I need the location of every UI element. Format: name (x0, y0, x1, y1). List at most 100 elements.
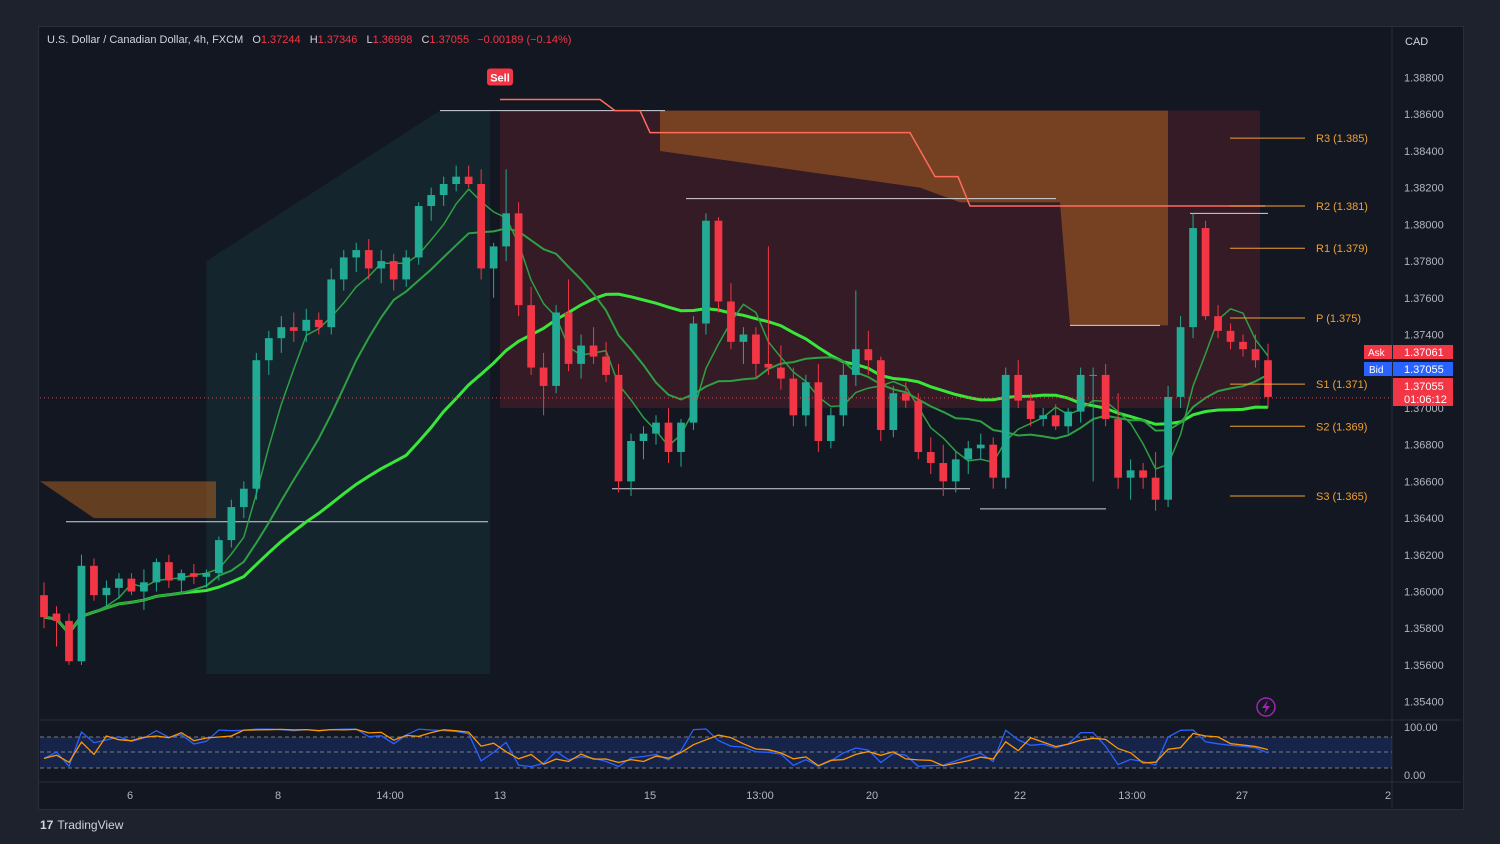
candle-down (1026, 400, 1035, 419)
y-tick-label: 1.36600 (1404, 476, 1444, 488)
candle-up (227, 507, 236, 541)
candle-down (864, 349, 873, 361)
candle-down (389, 261, 398, 280)
candle-up (202, 573, 211, 577)
candle-down (514, 213, 523, 306)
candle-down (1214, 316, 1222, 331)
candle-up (1076, 374, 1085, 412)
candle-down (926, 452, 935, 464)
x-tick-label: 13:00 (1118, 790, 1146, 802)
candle-down (1264, 360, 1272, 397)
candle-down (664, 422, 673, 452)
y-tick-label: 1.36000 (1404, 587, 1444, 599)
candle-up (677, 422, 685, 452)
tradingview-logo[interactable]: 17 TradingView (40, 818, 123, 832)
candle-up (439, 184, 448, 196)
candle-down (914, 400, 923, 452)
candle-up (976, 444, 985, 449)
candle-down (1201, 228, 1210, 317)
orange-band (660, 110, 1168, 326)
candle-up (889, 393, 898, 430)
candle-up (951, 459, 960, 482)
candle-up (489, 246, 498, 269)
orange-band-left (40, 481, 216, 519)
x-tick-label: 15 (644, 790, 656, 802)
candle-down (1114, 418, 1122, 478)
y-tick-label: 1.36800 (1404, 440, 1444, 452)
moving-average-mid-line (43, 227, 1269, 635)
tradingview-brand: TradingView (57, 818, 124, 832)
candle-up (627, 440, 635, 482)
candle-down (901, 393, 910, 401)
candle-down (589, 345, 598, 357)
candle-down (989, 444, 998, 478)
x-tick-label: 6 (127, 790, 133, 802)
candle-up (177, 573, 186, 581)
tradingview-mark-icon: 17 (40, 818, 54, 832)
candle-down (764, 363, 773, 368)
candle-up (1189, 228, 1197, 328)
candle-up (402, 257, 411, 280)
open-value: 1.37244 (260, 34, 301, 46)
ask-tag-label-bg (1364, 345, 1392, 359)
bid-tag-label-bg (1364, 362, 1392, 376)
candle-up (252, 360, 261, 489)
candle-down (602, 356, 610, 375)
ask-tag-bg (1393, 345, 1453, 359)
candle-up (77, 565, 86, 662)
ask-tag-label: Ask (1368, 348, 1386, 359)
support-zone (206, 110, 490, 675)
y-tick-label: 1.38000 (1404, 219, 1444, 231)
candle-up (115, 578, 123, 588)
candle-up (414, 206, 423, 258)
candle-up (152, 562, 161, 583)
close-value: 1.37055 (429, 34, 470, 46)
y-tick-label: 1.36200 (1404, 550, 1444, 562)
candle-up (652, 422, 660, 434)
symbol-title[interactable]: U.S. Dollar / Canadian Dollar, 4h, FXCM (47, 34, 244, 46)
y-tick-label: 1.37600 (1404, 293, 1444, 305)
pivot-label: S3 (1.365) (1316, 491, 1367, 503)
candle-up (1001, 374, 1010, 478)
y-tick-label: 1.37800 (1404, 256, 1444, 268)
y-tick-label: 1.38800 (1404, 73, 1444, 85)
resistance-line (500, 98, 1265, 207)
candle-up (802, 382, 810, 416)
open-label: O (252, 34, 261, 46)
ask-price: 1.37061 (1404, 347, 1444, 359)
sell-label: Sell (490, 73, 510, 85)
candle-up (214, 540, 223, 574)
resistance-zone (500, 110, 1260, 408)
candle-down (190, 573, 198, 577)
bid-tag-label: Bid (1369, 365, 1383, 376)
moving-average-slow-line (43, 292, 1269, 636)
candle-down (1139, 470, 1147, 478)
high-value: 1.37346 (317, 34, 358, 46)
candle-down (314, 319, 323, 328)
low-label: L (366, 34, 373, 46)
y-tick-label: 1.35600 (1404, 660, 1444, 672)
y-tick-label: 1.38400 (1404, 146, 1444, 158)
lightning-icon-bolt (1262, 700, 1270, 714)
candle-down (727, 301, 735, 342)
chart-panel[interactable] (38, 26, 1464, 810)
pivot-label: P (1.375) (1316, 313, 1361, 325)
candle-down (564, 312, 573, 364)
pivot-label: R1 (1.379) (1316, 243, 1368, 255)
pivot-label: S2 (1.369) (1316, 421, 1367, 433)
x-tick-label: 13 (494, 790, 506, 802)
candle-down (165, 562, 173, 581)
y-tick-label: 1.37400 (1404, 330, 1444, 342)
candle-up (452, 176, 461, 184)
y-tick-label: 1.36400 (1404, 513, 1444, 525)
candle-up (264, 338, 273, 361)
bid-tag-bg (1393, 362, 1453, 376)
candle-up (826, 415, 835, 441)
candle-down (90, 565, 98, 596)
candle-down (1226, 330, 1235, 342)
candle-up (839, 374, 848, 416)
stoch-d-line (43, 728, 1269, 767)
x-tick-label: 8 (275, 790, 281, 802)
candle-down (127, 578, 136, 592)
